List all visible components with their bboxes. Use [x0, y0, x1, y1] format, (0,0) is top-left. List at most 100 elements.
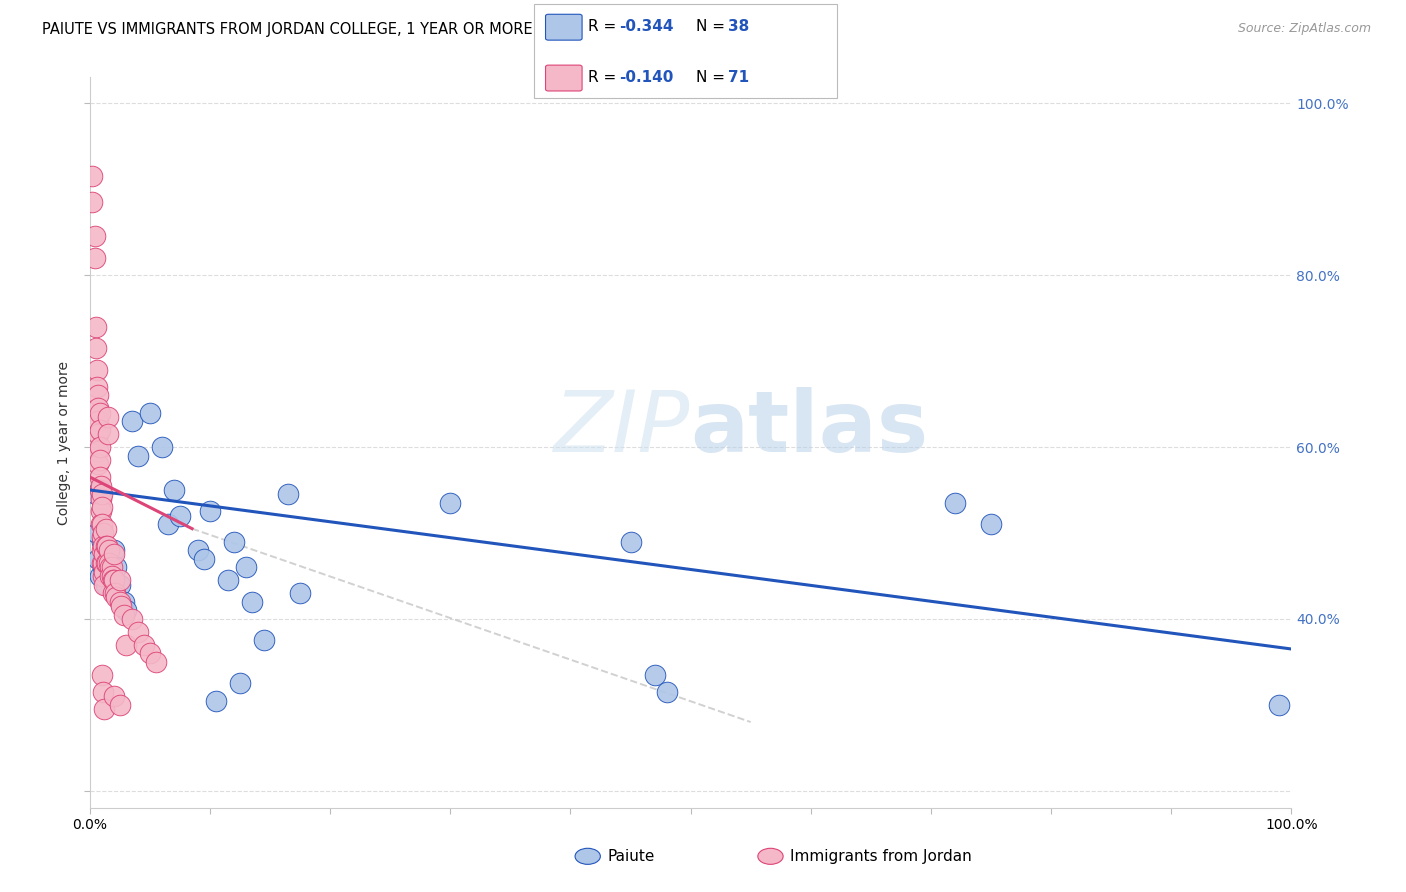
Point	[87, 401, 110, 416]
Point	[108, 698, 131, 712]
Point	[87, 457, 110, 471]
Point	[139, 646, 162, 660]
Point	[91, 487, 114, 501]
Point	[1268, 698, 1291, 712]
Point	[205, 693, 228, 707]
Point	[187, 543, 209, 558]
Point	[108, 577, 131, 591]
Point	[103, 543, 125, 558]
Point	[98, 556, 121, 570]
Point	[97, 409, 120, 424]
Point	[112, 607, 135, 622]
Point	[93, 548, 115, 562]
Point	[94, 556, 117, 570]
Point	[98, 560, 121, 574]
Point	[91, 667, 114, 681]
Text: -0.344: -0.344	[619, 20, 673, 34]
Point	[98, 569, 121, 583]
Point	[150, 440, 173, 454]
Point	[82, 169, 104, 184]
Point	[86, 525, 108, 540]
Point	[89, 423, 111, 437]
Point	[100, 560, 122, 574]
Point	[253, 633, 276, 648]
Point	[96, 556, 118, 570]
Point	[198, 504, 221, 518]
Y-axis label: College, 1 year or more: College, 1 year or more	[58, 360, 72, 524]
Point	[91, 569, 114, 583]
Text: Paiute: Paiute	[607, 849, 655, 863]
Point	[91, 500, 114, 515]
Point	[94, 539, 117, 553]
Point	[84, 341, 107, 355]
Point	[89, 453, 111, 467]
Point	[87, 444, 110, 458]
Point	[127, 449, 149, 463]
Point	[655, 685, 678, 699]
Text: R =: R =	[588, 70, 621, 85]
Point	[163, 483, 186, 497]
Point	[103, 690, 125, 704]
Point	[222, 534, 245, 549]
Point	[89, 569, 111, 583]
Point	[139, 406, 162, 420]
Point	[93, 565, 115, 579]
Point	[98, 543, 121, 558]
Text: Source: ZipAtlas.com: Source: ZipAtlas.com	[1237, 22, 1371, 36]
Point	[277, 487, 299, 501]
Point	[87, 414, 110, 428]
Point	[93, 577, 115, 591]
Point	[89, 440, 111, 454]
Point	[121, 414, 143, 428]
Point	[644, 667, 666, 681]
Text: N =: N =	[696, 20, 730, 34]
Point	[108, 573, 131, 587]
Point	[90, 478, 112, 492]
Point	[86, 380, 108, 394]
Point	[132, 638, 155, 652]
Point	[157, 517, 180, 532]
Point	[84, 487, 107, 501]
Point	[217, 573, 239, 587]
Point	[112, 595, 135, 609]
Text: 71: 71	[728, 70, 749, 85]
Text: Immigrants from Jordan: Immigrants from Jordan	[790, 849, 972, 863]
Point	[90, 491, 112, 506]
Point	[169, 508, 191, 523]
Point	[96, 539, 118, 553]
Text: N =: N =	[696, 70, 730, 85]
Text: atlas: atlas	[690, 386, 929, 469]
Point	[91, 525, 114, 540]
Point	[619, 534, 641, 549]
Point	[100, 569, 122, 583]
Point	[94, 577, 117, 591]
Point	[193, 551, 215, 566]
Point	[91, 560, 114, 574]
Point	[91, 685, 114, 699]
Point	[83, 251, 105, 265]
Point	[89, 470, 111, 484]
Text: ZIP: ZIP	[554, 386, 690, 469]
Point	[110, 599, 132, 613]
Point	[91, 517, 114, 532]
Point	[115, 638, 138, 652]
Point	[121, 612, 143, 626]
Point	[91, 539, 114, 553]
Point	[87, 427, 110, 442]
Point	[980, 517, 1002, 532]
Point	[91, 530, 114, 544]
Point	[439, 496, 461, 510]
Point	[90, 504, 112, 518]
Point	[91, 556, 114, 570]
Point	[103, 573, 125, 587]
Point	[104, 586, 127, 600]
Point	[84, 319, 107, 334]
Point	[288, 586, 311, 600]
Point	[101, 586, 124, 600]
Point	[87, 551, 110, 566]
Point	[240, 595, 263, 609]
Point	[145, 655, 167, 669]
Point	[108, 595, 131, 609]
Point	[86, 362, 108, 376]
Point	[91, 556, 114, 570]
